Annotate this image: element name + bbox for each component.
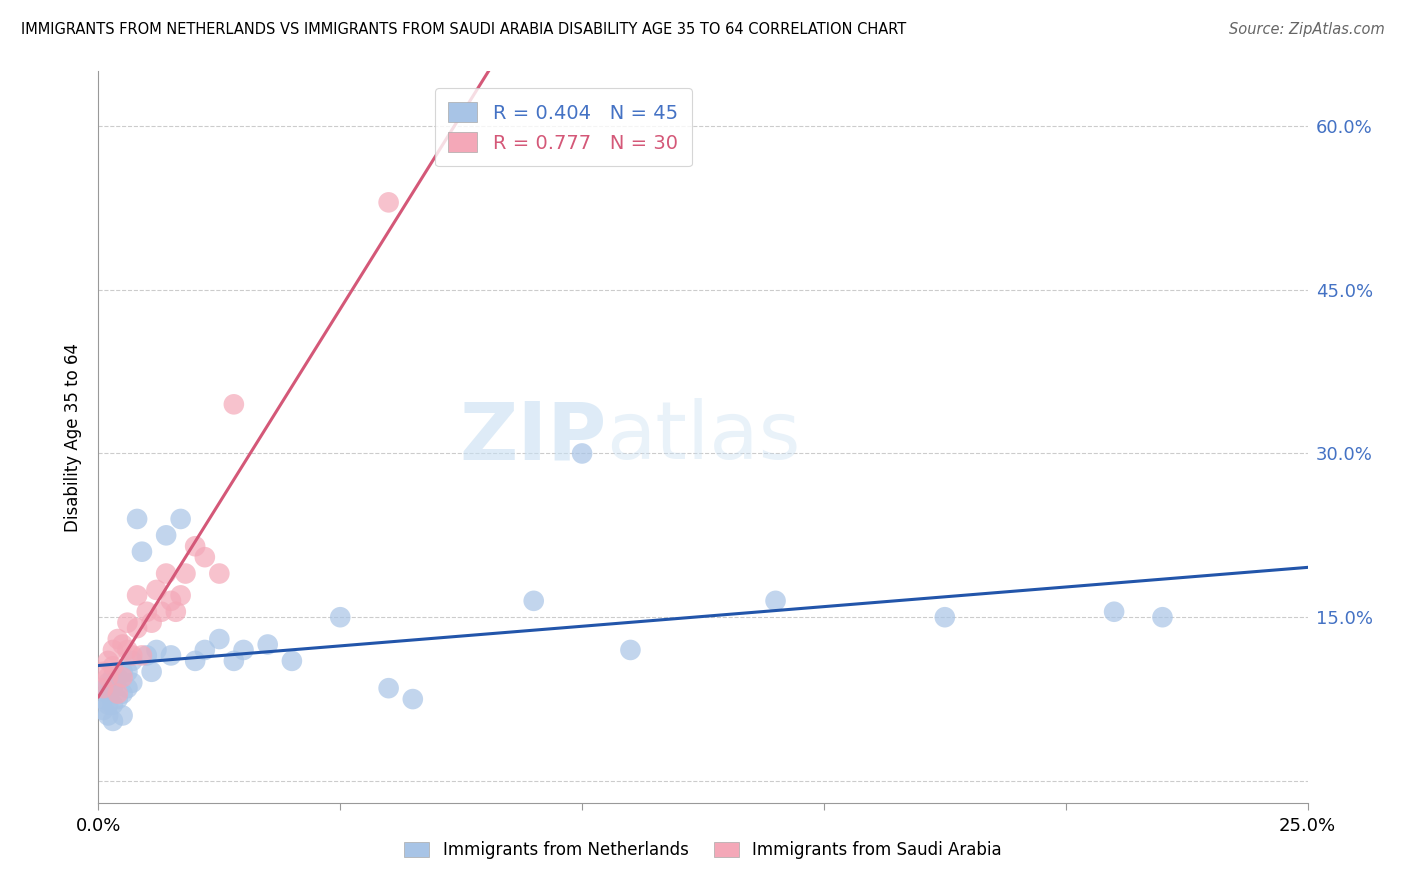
Point xyxy=(121,648,143,663)
Point xyxy=(402,692,425,706)
Point xyxy=(91,681,114,695)
Point xyxy=(121,654,143,668)
Text: atlas: atlas xyxy=(606,398,800,476)
Point xyxy=(111,708,134,723)
Point xyxy=(127,588,149,602)
Point xyxy=(127,512,149,526)
Point xyxy=(150,605,173,619)
Point xyxy=(111,638,134,652)
Point xyxy=(377,195,399,210)
Y-axis label: Disability Age 35 to 64: Disability Age 35 to 64 xyxy=(65,343,83,532)
Point xyxy=(155,566,177,581)
Point xyxy=(184,539,207,553)
Point xyxy=(91,681,114,695)
Point xyxy=(97,670,120,684)
Point xyxy=(619,643,641,657)
Point xyxy=(934,610,956,624)
Point xyxy=(101,670,124,684)
Point xyxy=(111,665,134,679)
Point xyxy=(101,714,124,728)
Point xyxy=(97,698,120,712)
Point xyxy=(208,566,231,581)
Point xyxy=(194,550,217,565)
Point xyxy=(135,605,157,619)
Point xyxy=(160,594,183,608)
Text: IMMIGRANTS FROM NETHERLANDS VS IMMIGRANTS FROM SAUDI ARABIA DISABILITY AGE 35 TO: IMMIGRANTS FROM NETHERLANDS VS IMMIGRANT… xyxy=(21,22,907,37)
Point xyxy=(101,698,124,712)
Point xyxy=(107,632,129,646)
Point xyxy=(155,528,177,542)
Point xyxy=(107,670,129,684)
Point xyxy=(101,681,124,695)
Point xyxy=(208,632,231,646)
Point xyxy=(135,648,157,663)
Point xyxy=(1152,610,1174,624)
Point xyxy=(91,692,114,706)
Point xyxy=(97,654,120,668)
Point xyxy=(222,397,245,411)
Point xyxy=(194,643,217,657)
Text: ZIP: ZIP xyxy=(458,398,606,476)
Legend: Immigrants from Netherlands, Immigrants from Saudi Arabia: Immigrants from Netherlands, Immigrants … xyxy=(396,833,1010,868)
Point xyxy=(131,648,153,663)
Point xyxy=(281,654,304,668)
Point xyxy=(256,638,278,652)
Point xyxy=(1102,605,1125,619)
Point xyxy=(101,659,124,673)
Point xyxy=(107,687,129,701)
Point xyxy=(117,643,139,657)
Point xyxy=(571,446,593,460)
Point xyxy=(91,665,114,679)
Point xyxy=(111,687,134,701)
Point xyxy=(117,615,139,630)
Point xyxy=(117,665,139,679)
Point xyxy=(160,648,183,663)
Point xyxy=(97,687,120,701)
Point xyxy=(377,681,399,695)
Point xyxy=(523,594,546,608)
Point xyxy=(184,654,207,668)
Point xyxy=(127,621,149,635)
Point xyxy=(222,654,245,668)
Point xyxy=(111,670,134,684)
Point xyxy=(121,675,143,690)
Point xyxy=(97,708,120,723)
Point xyxy=(232,643,254,657)
Point xyxy=(765,594,787,608)
Point xyxy=(329,610,352,624)
Point xyxy=(145,582,167,597)
Point xyxy=(141,615,163,630)
Point xyxy=(145,643,167,657)
Point xyxy=(97,675,120,690)
Point xyxy=(107,692,129,706)
Point xyxy=(174,566,197,581)
Point xyxy=(141,665,163,679)
Point xyxy=(131,545,153,559)
Point xyxy=(117,681,139,695)
Text: Source: ZipAtlas.com: Source: ZipAtlas.com xyxy=(1229,22,1385,37)
Point xyxy=(169,588,191,602)
Point xyxy=(169,512,191,526)
Point xyxy=(101,643,124,657)
Point xyxy=(91,703,114,717)
Point xyxy=(165,605,187,619)
